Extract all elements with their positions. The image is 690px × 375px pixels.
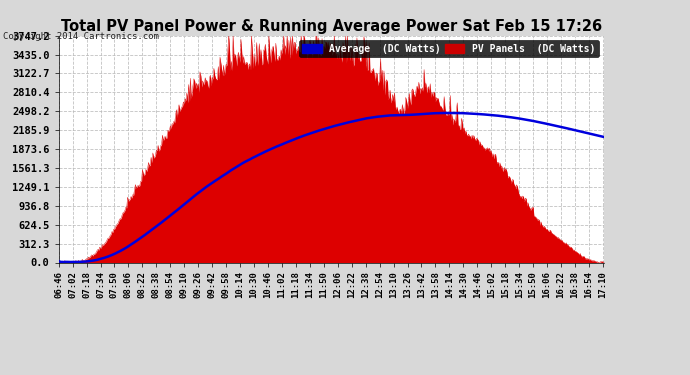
Text: Copyright 2014 Cartronics.com: Copyright 2014 Cartronics.com [3, 32, 159, 41]
Title: Total PV Panel Power & Running Average Power Sat Feb 15 17:26: Total PV Panel Power & Running Average P… [61, 20, 602, 34]
Legend: Average  (DC Watts), PV Panels  (DC Watts): Average (DC Watts), PV Panels (DC Watts) [299, 40, 599, 57]
